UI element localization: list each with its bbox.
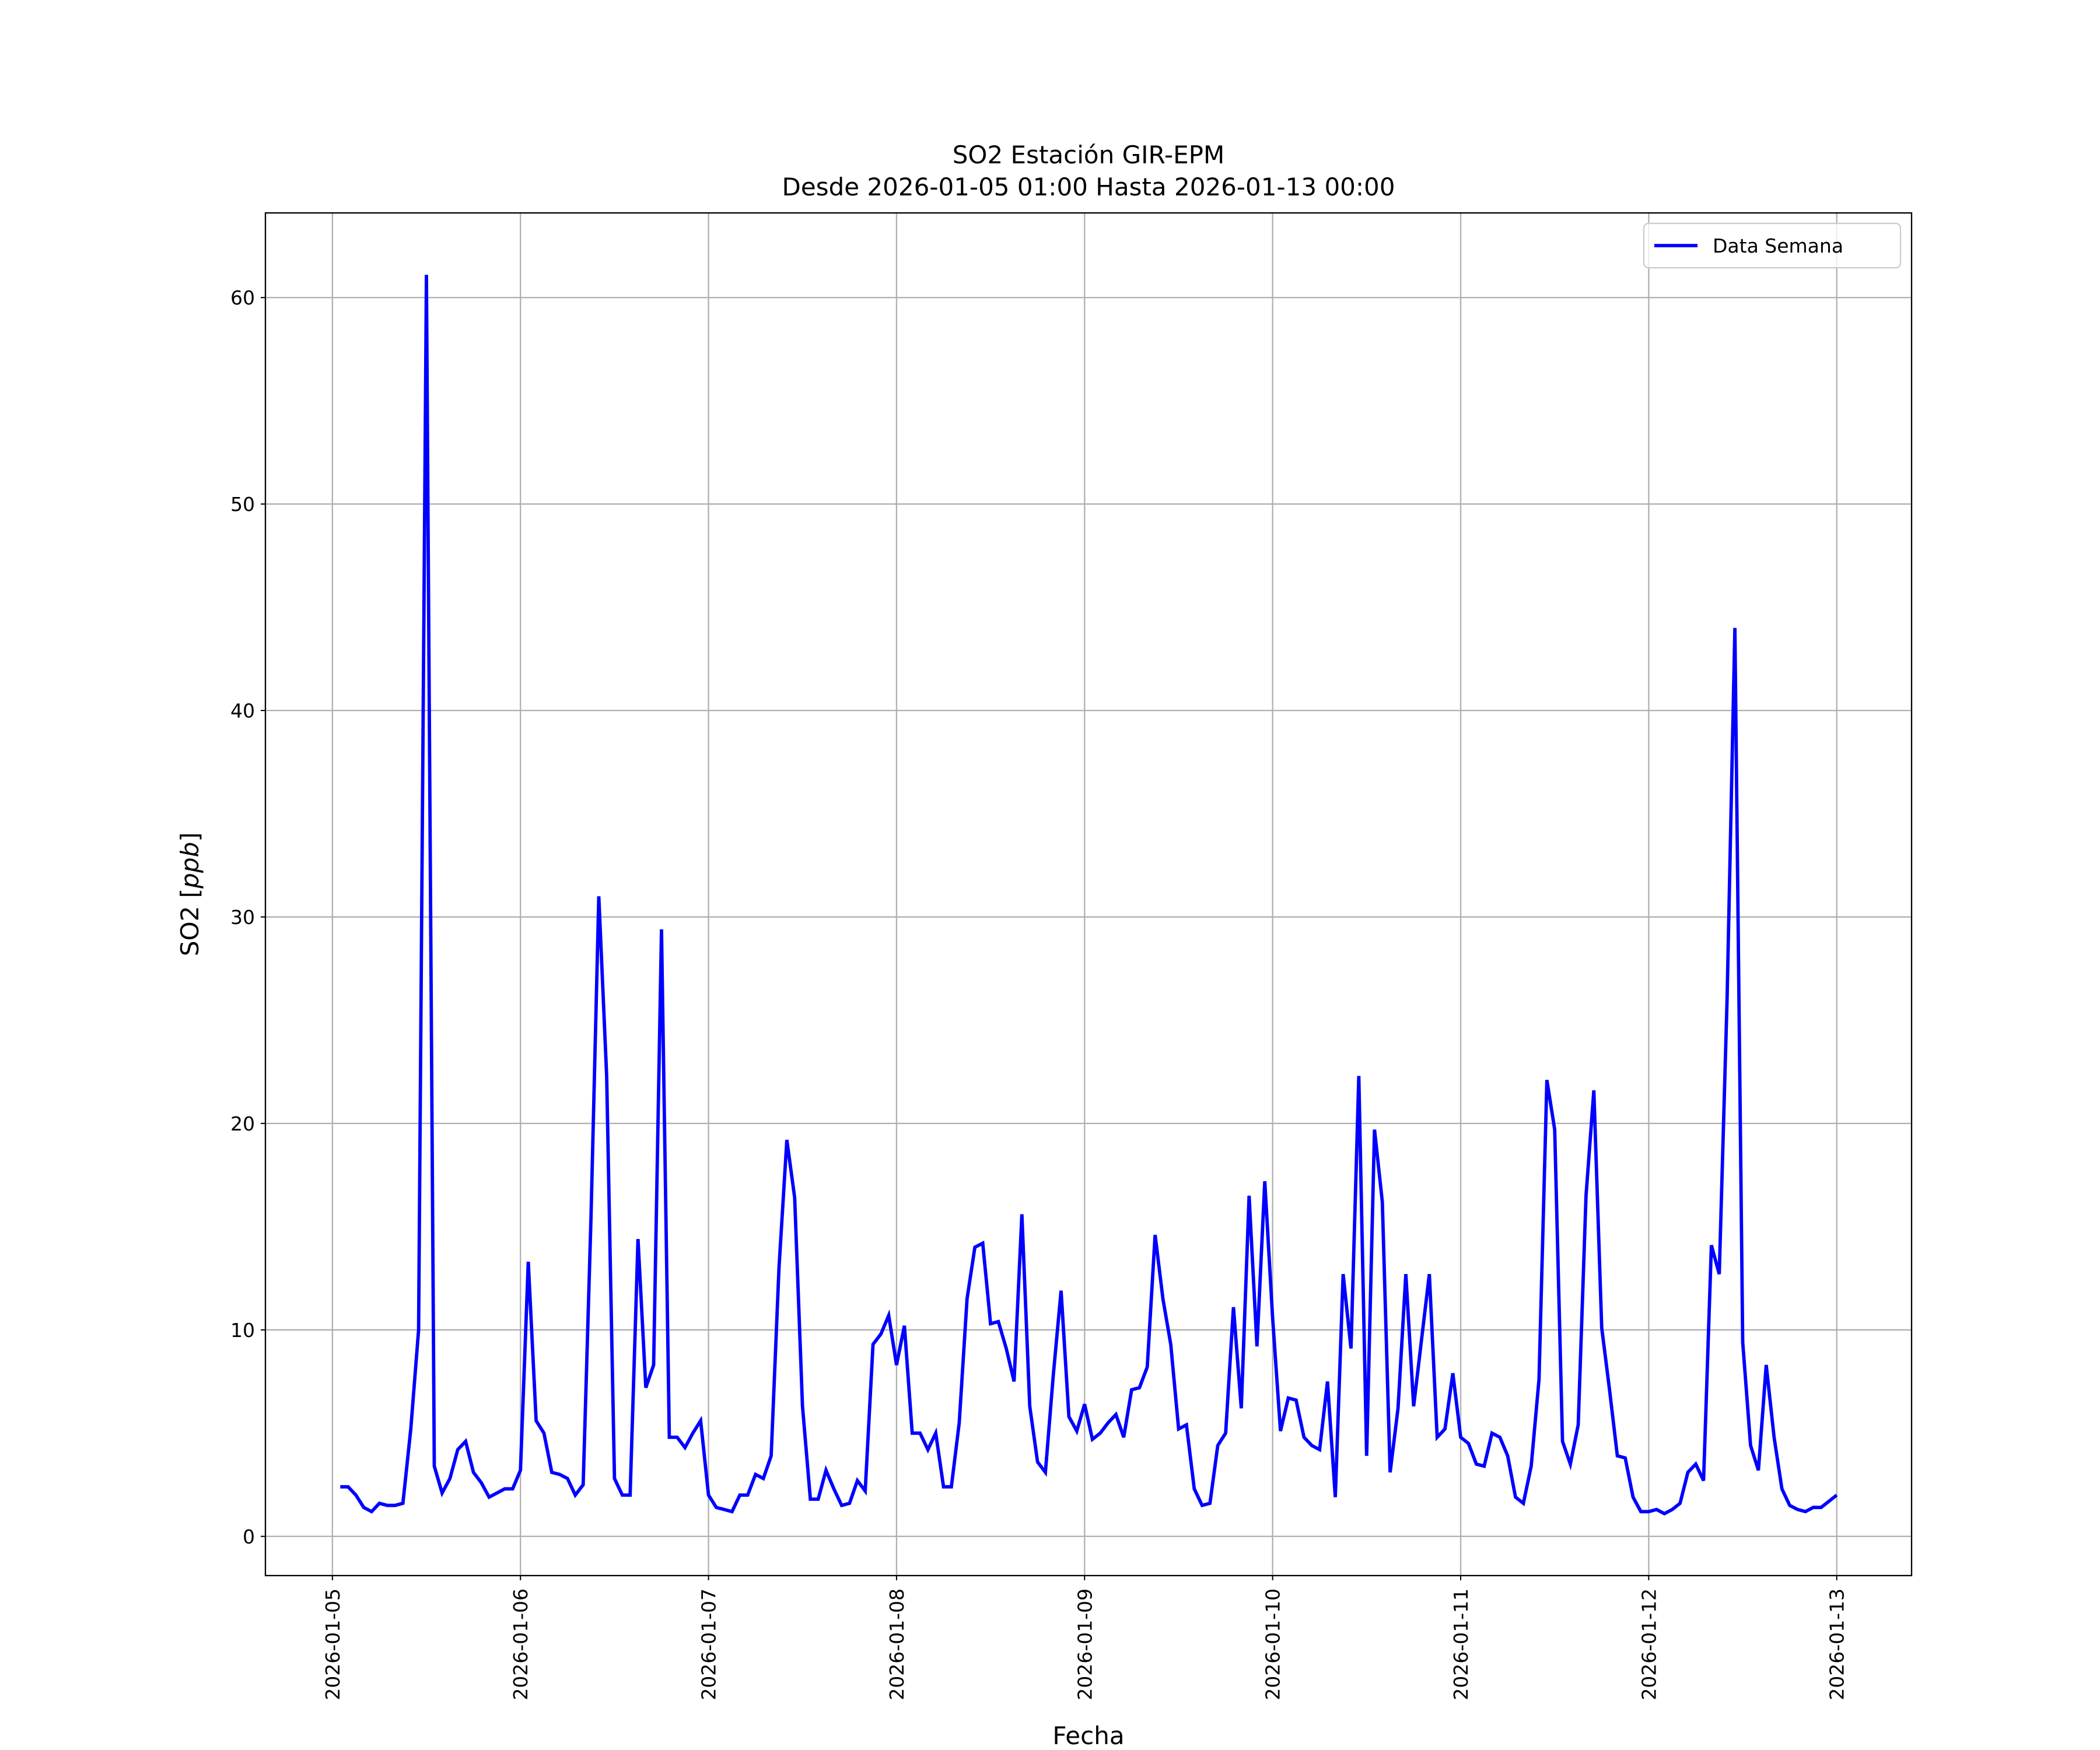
series-layer <box>340 275 1838 1516</box>
x-tick-label: 2026-01-11 <box>1450 1588 1472 1700</box>
y-axis-label: SO2 [ppb] <box>176 832 204 957</box>
y-axis-label-close: ] <box>176 832 204 842</box>
y-tick-label: 40 <box>230 699 255 722</box>
y-axis-label-main: SO2 [ <box>176 888 204 956</box>
legend-box <box>1643 222 1902 269</box>
y-tick-label: 60 <box>230 286 255 309</box>
y-tick-label: 10 <box>230 1319 255 1342</box>
x-tick-label: 2026-01-13 <box>1826 1588 1849 1700</box>
x-tick-label: 2026-01-12 <box>1637 1588 1660 1700</box>
x-tick-label: 2026-01-10 <box>1262 1588 1284 1700</box>
x-tick-label: 2026-01-08 <box>886 1588 908 1700</box>
x-tick-label: 2026-01-05 <box>321 1588 344 1700</box>
series-line-data-semana <box>340 275 1838 1516</box>
grid-lines <box>265 213 1912 1576</box>
x-tick-label: 2026-01-07 <box>698 1588 720 1700</box>
chart-subtitle: Desde 2026-01-05 01:00 Hasta 2026-01-13 … <box>782 173 1395 201</box>
x-axis-label: Fecha <box>1052 1721 1124 1750</box>
x-axis: 2026-01-05 2026-01-06 2026-01-07 2026-01-08… <box>321 1576 1849 1700</box>
legend-label: Data Semana <box>1713 235 1843 257</box>
y-tick-label: 30 <box>230 906 255 929</box>
y-tick-label: 50 <box>230 493 255 516</box>
chart-title: SO2 Estación GIR-EPM <box>953 141 1225 169</box>
legend: Data Semana <box>1643 222 1902 269</box>
y-tick-label: 20 <box>230 1112 255 1135</box>
y-axis-label-unit: ppb <box>176 842 204 889</box>
plot-frame <box>264 212 1913 1577</box>
x-tick-label: 2026-01-06 <box>509 1588 532 1700</box>
x-tick-label: 2026-01-09 <box>1073 1588 1096 1700</box>
y-axis: 0 10 20 30 40 50 60 <box>230 286 265 1548</box>
y-tick-label: 0 <box>243 1525 255 1548</box>
